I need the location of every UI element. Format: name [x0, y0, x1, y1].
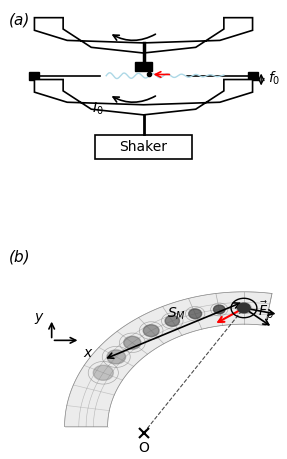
Text: $f_0$: $f_0$	[268, 70, 281, 87]
Circle shape	[214, 305, 225, 314]
Text: $I_0$: $I_0$	[92, 101, 103, 118]
Polygon shape	[34, 79, 253, 115]
Text: $S_M$: $S_M$	[167, 306, 186, 322]
Text: $x$: $x$	[83, 346, 94, 360]
Bar	[95, 135, 192, 159]
Text: $y$: $y$	[34, 311, 44, 326]
Text: O: O	[138, 441, 149, 455]
Text: $\vec{F}_p$: $\vec{F}_p$	[258, 299, 274, 322]
Polygon shape	[65, 292, 272, 427]
Circle shape	[239, 304, 249, 312]
Circle shape	[189, 309, 202, 319]
Circle shape	[238, 303, 250, 313]
Circle shape	[143, 325, 159, 336]
Bar	[135, 62, 152, 71]
Circle shape	[93, 365, 113, 381]
Circle shape	[124, 336, 141, 349]
Circle shape	[107, 350, 126, 364]
Polygon shape	[34, 17, 253, 53]
Text: (b): (b)	[9, 250, 30, 265]
Circle shape	[165, 315, 179, 326]
Text: Shaker: Shaker	[119, 140, 168, 154]
Bar	[29, 72, 39, 79]
Bar	[248, 72, 258, 79]
Text: (a): (a)	[9, 12, 30, 28]
